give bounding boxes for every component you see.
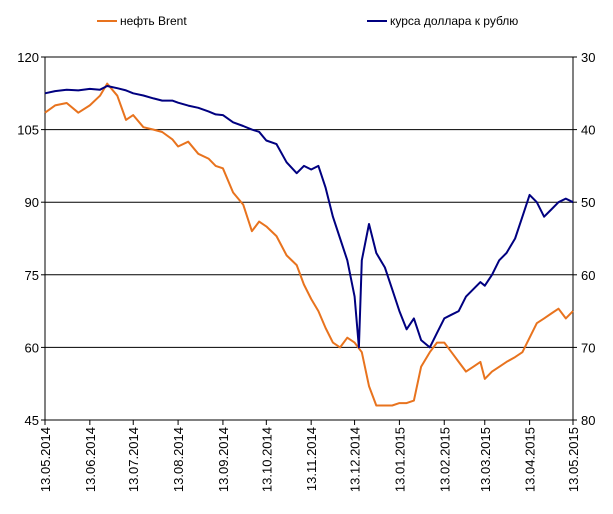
y-left-tick-label-0: 45	[25, 413, 39, 428]
y-axis-right: 30 40 50 60 70 80	[573, 50, 595, 428]
y-left-tick-label-3: 90	[25, 195, 39, 210]
y-left-tick-label-4: 105	[17, 123, 39, 138]
series-line-0	[44, 82, 574, 407]
x-tick-label-5: 13.10.2014	[259, 427, 274, 492]
series-line-1	[44, 85, 574, 349]
y-right-tick-label-3: 60	[581, 268, 595, 283]
x-tick-label-4: 13.09.2014	[216, 427, 231, 492]
x-tick-label-6: 13.11.2014	[304, 427, 319, 491]
x-tick-label-10: 13.03.2015	[478, 427, 493, 492]
y-left-tick-label-2: 75	[25, 268, 39, 283]
legend: нефть Brent курса доллара к рублю	[97, 14, 518, 28]
gridlines	[45, 56, 573, 421]
legend-label-brent: нефть Brent	[120, 14, 187, 28]
legend-label-usd-rub: курса доллара к рублю	[390, 14, 518, 28]
y-axis-left: 45 60 75 90 105 120	[17, 50, 45, 428]
y-right-tick-label-0: 30	[581, 50, 595, 65]
y-right-tick-label-1: 40	[581, 123, 595, 138]
y-left-tick-label-1: 60	[25, 340, 39, 355]
x-tick-label-2: 13.07.2014	[126, 427, 141, 492]
x-tick-label-0: 13.05.2014	[38, 427, 53, 492]
x-tick-label-1: 13.06.2014	[83, 427, 98, 492]
x-tick-label-11: 13.04.2015	[523, 427, 538, 492]
x-tick-label-9: 13.02.2015	[437, 427, 452, 492]
y-right-tick-label-5: 80	[581, 413, 595, 428]
series-layer	[44, 82, 574, 407]
plot-area	[44, 57, 574, 421]
y-right-tick-label-2: 50	[581, 195, 595, 210]
x-tick-label-3: 13.08.2014	[171, 427, 186, 492]
x-tick-label-8: 13.01.2015	[392, 427, 407, 492]
x-tick-label-12: 13.05.2015	[566, 427, 581, 492]
x-tick-label-7: 13.12.2014	[348, 427, 363, 492]
y-left-tick-label-5: 120	[17, 50, 39, 65]
y-right-tick-label-4: 70	[581, 340, 595, 355]
x-axis: 13.05.2014 13.06.2014 13.07.2014 13.08.2014…	[38, 420, 581, 492]
